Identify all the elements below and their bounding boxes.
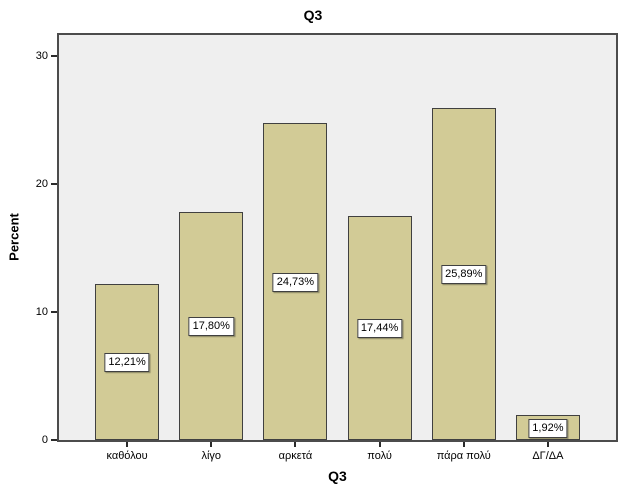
y-axis-title: Percent: [6, 213, 22, 261]
y-tick-mark: [51, 54, 57, 57]
y-tick-label: 30: [35, 49, 48, 62]
x-axis-title: Q3: [328, 468, 347, 484]
y-tick-mark: [51, 439, 57, 441]
y-tick-label: 10: [35, 305, 48, 318]
x-category-label: πάρα πολύ: [436, 450, 491, 462]
y-tick-mark: [51, 182, 57, 185]
plot-area: 12,21% 17,80% 24,73% 17,44% 25,89% 1,92%: [57, 33, 618, 442]
y-tick-label: 20: [35, 177, 48, 190]
x-category-label: αρκετά: [278, 450, 313, 462]
x-tick-mark: [294, 442, 297, 447]
y-tick-mark: [51, 310, 57, 313]
x-tick-mark: [378, 442, 381, 447]
bar-value-label: 12,21%: [104, 352, 150, 372]
x-category-label: ΔΓ/ΔΑ: [532, 450, 564, 462]
x-category-label: λίγο: [201, 450, 222, 462]
x-tick-mark: [210, 442, 213, 447]
bar-value-label: 24,73%: [272, 272, 319, 292]
bar-value-label: 25,89%: [441, 265, 487, 285]
bar-value-label: 1,92%: [528, 418, 568, 438]
bar-value-label: 17,80%: [188, 316, 234, 336]
x-category-label: καθόλου: [106, 450, 148, 462]
y-tick-label: 0: [41, 434, 48, 446]
chart-title: Q3: [303, 7, 323, 23]
x-tick-mark: [546, 442, 549, 447]
bar-value-label: 17,44%: [356, 319, 403, 339]
x-tick-mark: [462, 442, 465, 447]
x-category-label: πολύ: [367, 450, 392, 462]
x-tick-mark: [126, 442, 129, 447]
